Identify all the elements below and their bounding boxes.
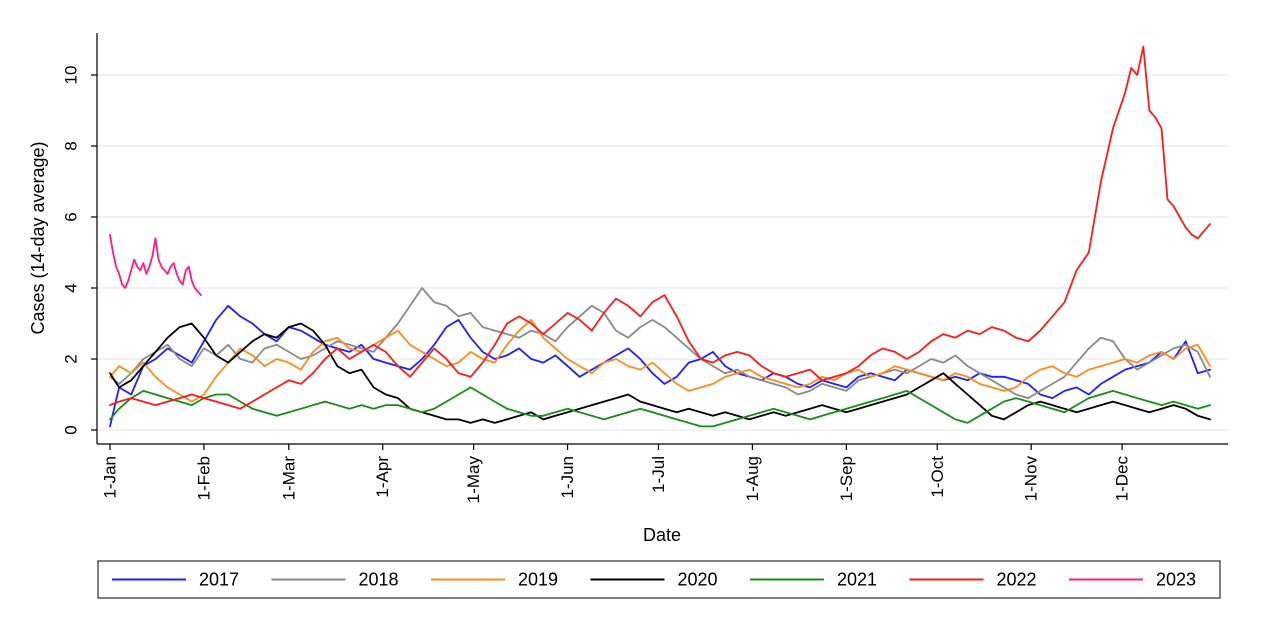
x-tick-label: 1-Jan	[101, 456, 120, 499]
legend: 2017 2018 2019 2020 2021 2022 2023	[97, 560, 1221, 599]
gridlines	[97, 74, 1228, 431]
series-line-2017	[109, 304, 1211, 428]
x-tick-label: 1-Oct	[928, 456, 947, 498]
legend-label-2022: 2022	[997, 570, 1037, 590]
series-line-2021	[109, 386, 1211, 428]
x-tick-label: 1-Aug	[743, 456, 762, 501]
series-line-2022	[109, 45, 1211, 410]
legend-label-2021: 2021	[837, 570, 877, 590]
legend-label-2020: 2020	[678, 570, 718, 590]
x-tick-label: 1-Dec	[1113, 456, 1132, 502]
y-axis-label: Cases (14-day average)	[28, 141, 48, 334]
x-tick-label: 1-May	[464, 456, 483, 504]
x-tick-label: 1-Nov	[1022, 456, 1041, 502]
legend-label-2019: 2019	[518, 570, 558, 590]
y-tick-label: 2	[62, 354, 81, 363]
axes	[91, 33, 1228, 450]
y-tick-label: 4	[62, 283, 81, 292]
y-tick-label: 10	[62, 66, 81, 85]
series-line-2019	[109, 318, 1211, 403]
legend-label-2017: 2017	[199, 570, 239, 590]
series-line-2018	[109, 287, 1211, 400]
x-tick-label: 1-Jun	[558, 456, 577, 499]
y-tick-labels: 0 2 4 6 8 10	[62, 66, 81, 435]
y-tick-label: 8	[62, 141, 81, 150]
x-tick-label: 1-Sep	[837, 456, 856, 501]
x-tick-label: 1-Jul	[649, 456, 668, 493]
x-tick-label: 1-Feb	[194, 456, 213, 500]
series-line-2020	[109, 322, 1211, 424]
x-tick-label: 1-Mar	[279, 456, 298, 501]
x-tick-labels: 1-Jan 1-Feb 1-Mar 1-Apr 1-May 1-Jun 1-Jul 1-Aug…	[101, 456, 1132, 504]
x-axis-label: Date	[643, 525, 681, 545]
series-line-2023	[109, 233, 202, 297]
y-tick-label: 6	[62, 212, 81, 221]
x-tick-label: 1-Apr	[373, 456, 392, 498]
y-tick-label: 0	[62, 425, 81, 434]
legend-label-2018: 2018	[359, 570, 399, 590]
legend-label-2023: 2023	[1156, 570, 1196, 590]
series-lines	[109, 45, 1211, 428]
